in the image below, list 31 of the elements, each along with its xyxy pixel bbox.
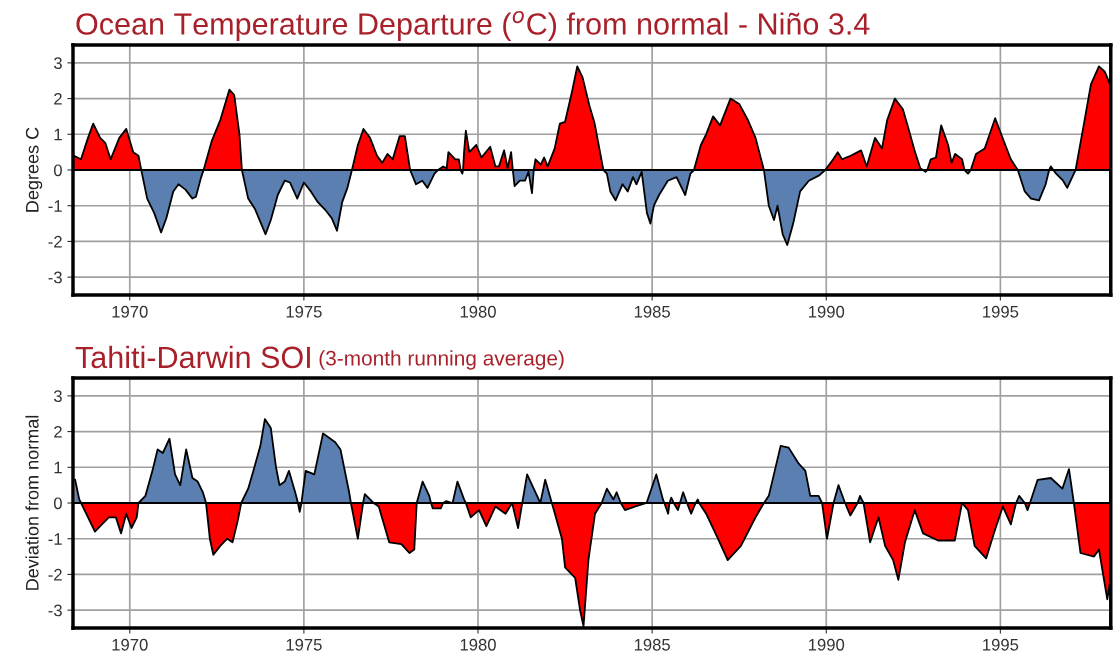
y-tick-label: -1 (48, 200, 62, 212)
y-tick-label: 2 (54, 92, 62, 105)
y-tick-label: 3 (53, 390, 62, 403)
x-tick-label: 1990 (808, 305, 845, 318)
x-tick-label: 1980 (460, 638, 496, 651)
x-tick-label: 1985 (634, 305, 670, 318)
y-tick-label: 1 (54, 128, 62, 141)
y-tick-label: -1 (48, 533, 62, 545)
x-tick-label: 1995 (983, 638, 1019, 651)
y-tick-label: 2 (54, 425, 62, 438)
x-tick-label: 1975 (286, 638, 322, 651)
y-axis-title: Degrees C (25, 127, 43, 212)
chart-subtitle: (3-month running average) (319, 350, 564, 370)
y-tick-label: 3 (53, 57, 62, 70)
y-tick-label: -2 (48, 235, 62, 248)
x-tick-label: 1970 (112, 305, 148, 318)
y-axis-title: Deviation from normal (25, 415, 39, 590)
x-tick-label: 1970 (112, 638, 148, 651)
y-tick-label: 0 (53, 164, 62, 177)
y-tick-label: 0 (53, 497, 62, 510)
y-tick-label: -3 (48, 271, 62, 284)
x-tick-label: 1990 (808, 638, 845, 651)
x-tick-label: 1985 (634, 638, 670, 651)
chart-title: Tahiti-Darwin SOI (75, 345, 310, 369)
x-tick-label: 1980 (460, 305, 496, 318)
x-tick-label: 1995 (983, 305, 1019, 318)
chart-title: Ocean Temperature Departure ($^{o}$C) from normal - Niño 3.4 (76, 10, 870, 41)
y-tick-label: 1 (54, 461, 62, 474)
y-tick-label: -2 (48, 568, 62, 581)
y-tick-label: -3 (48, 604, 62, 617)
x-tick-label: 1975 (286, 305, 322, 318)
